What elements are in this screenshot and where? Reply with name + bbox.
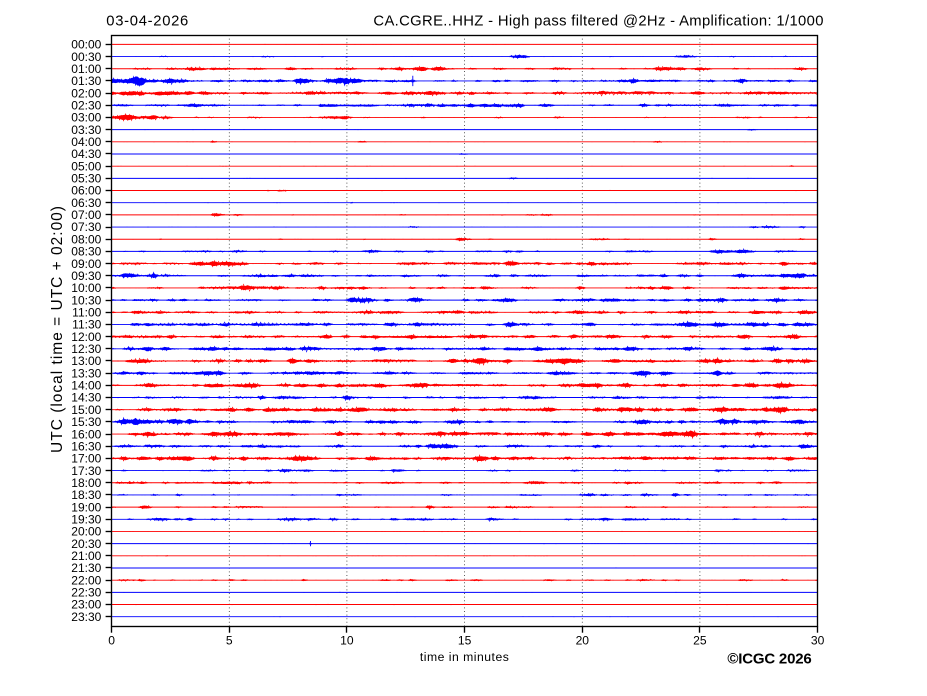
svg-text:11:30: 11:30 (72, 318, 101, 332)
svg-text:01:00: 01:00 (71, 62, 101, 76)
svg-text:15: 15 (458, 634, 472, 648)
svg-text:30: 30 (811, 634, 825, 648)
svg-text:07:30: 07:30 (71, 220, 101, 234)
svg-text:01:30: 01:30 (71, 74, 101, 88)
svg-text:04:30: 04:30 (71, 147, 101, 161)
svg-text:06:00: 06:00 (71, 184, 101, 198)
svg-text:13:00: 13:00 (71, 354, 101, 368)
svg-text:time in minutes: time in minutes (420, 650, 509, 664)
svg-text:06:30: 06:30 (71, 196, 101, 210)
svg-text:05:30: 05:30 (71, 172, 101, 186)
svg-text:08:00: 08:00 (71, 232, 101, 246)
svg-text:02:30: 02:30 (71, 99, 101, 113)
svg-text:09:30: 09:30 (71, 269, 101, 283)
svg-text:13:30: 13:30 (71, 366, 101, 380)
svg-text:20:30: 20:30 (71, 537, 101, 551)
svg-text:25: 25 (693, 634, 707, 648)
svg-text:CA.CGRE..HHZ - High pass filte: CA.CGRE..HHZ - High pass filtered @2Hz -… (373, 13, 823, 29)
svg-text:08:30: 08:30 (71, 245, 101, 259)
svg-text:19:00: 19:00 (71, 500, 101, 514)
svg-text:02:00: 02:00 (71, 86, 101, 100)
svg-text:17:30: 17:30 (71, 464, 101, 478)
svg-text:16:30: 16:30 (71, 439, 101, 453)
svg-text:15:30: 15:30 (71, 415, 101, 429)
svg-text:03:30: 03:30 (71, 123, 101, 137)
svg-text:03-04-2026: 03-04-2026 (106, 14, 189, 30)
svg-text:00:00: 00:00 (71, 38, 101, 52)
svg-text:15:00: 15:00 (71, 403, 101, 417)
svg-text:©ICGC 2026: ©ICGC 2026 (727, 650, 811, 667)
svg-text:12:30: 12:30 (71, 342, 101, 356)
svg-text:20:00: 20:00 (71, 525, 101, 539)
svg-text:18:30: 18:30 (71, 488, 101, 502)
svg-text:0: 0 (108, 634, 115, 648)
svg-text:05:00: 05:00 (71, 159, 101, 173)
svg-text:09:00: 09:00 (71, 257, 101, 271)
svg-text:10:30: 10:30 (71, 293, 101, 307)
svg-text:17:00: 17:00 (71, 452, 101, 466)
svg-text:14:30: 14:30 (71, 391, 101, 405)
svg-text:UTC (local time = UTC + 02:00): UTC (local time = UTC + 02:00) (49, 205, 66, 453)
svg-text:10: 10 (340, 634, 354, 648)
svg-text:00:30: 00:30 (71, 50, 101, 64)
svg-text:07:00: 07:00 (71, 208, 101, 222)
svg-text:21:30: 21:30 (71, 561, 101, 575)
svg-text:21:00: 21:00 (71, 549, 101, 563)
svg-text:23:00: 23:00 (71, 598, 101, 612)
svg-text:5: 5 (226, 634, 233, 648)
svg-text:03:00: 03:00 (71, 111, 101, 125)
svg-text:19:30: 19:30 (71, 513, 101, 527)
svg-text:16:00: 16:00 (71, 427, 101, 441)
svg-text:14:00: 14:00 (71, 379, 101, 393)
svg-text:11:00: 11:00 (72, 306, 101, 320)
svg-text:22:00: 22:00 (71, 573, 101, 587)
svg-text:22:30: 22:30 (71, 586, 101, 600)
svg-text:04:00: 04:00 (71, 135, 101, 149)
svg-text:10:00: 10:00 (71, 281, 101, 295)
svg-text:18:00: 18:00 (71, 476, 101, 490)
svg-text:12:00: 12:00 (71, 330, 101, 344)
svg-text:20: 20 (576, 634, 590, 648)
svg-text:23:30: 23:30 (71, 610, 101, 624)
